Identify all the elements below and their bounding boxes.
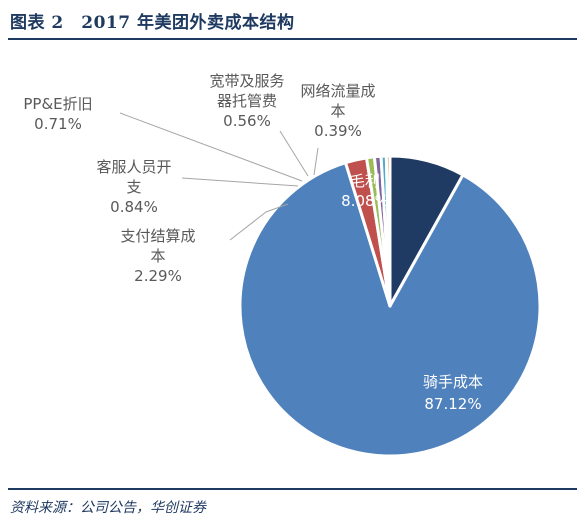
slice-name: 宽带及服务 bbox=[209, 72, 284, 90]
leader-line-ppe bbox=[119, 112, 303, 182]
slice-label-rider: 骑手成本 87.12% bbox=[423, 373, 483, 413]
slice-percent: 0.84% bbox=[110, 198, 158, 216]
source-note: 资料来源：公司公告，华创证券 bbox=[10, 500, 206, 516]
slice-name: 本 bbox=[330, 102, 345, 120]
slice-label-ppe: PP&E折旧 0.71% bbox=[23, 95, 92, 133]
slice-percent: 8.08% bbox=[341, 192, 389, 210]
leader-line-customer-service bbox=[181, 177, 299, 187]
figure-title: 图表 2 2017 年美团外卖成本结构 bbox=[10, 13, 295, 33]
slice-name: 支付结算成 bbox=[120, 227, 195, 245]
slice-name: 器托管费 bbox=[217, 92, 277, 110]
slice-percent: 0.71% bbox=[34, 115, 82, 133]
leader-line-bandwidth bbox=[279, 130, 309, 177]
slice-name: 支 bbox=[126, 178, 141, 196]
slice-name: 网络流量成 bbox=[300, 82, 375, 100]
slice-percent: 87.12% bbox=[424, 395, 481, 413]
slice-name: 客服人员开 bbox=[96, 158, 171, 176]
pie-slice-rider bbox=[238, 161, 542, 458]
slice-label-customer-service: 客服人员开支 0.84% bbox=[96, 158, 171, 216]
slice-percent: 0.39% bbox=[314, 122, 362, 140]
slice-label-bandwidth: 宽带及服务器托管费 0.56% bbox=[209, 72, 284, 130]
slice-label-settlement: 支付结算成本 2.29% bbox=[120, 227, 195, 285]
leader-lines bbox=[119, 112, 319, 241]
leader-line-settlement bbox=[229, 203, 289, 241]
slice-name: 本 bbox=[150, 247, 165, 265]
slice-name: PP&E折旧 bbox=[23, 95, 92, 113]
pie-slice-traffic bbox=[384, 154, 392, 308]
pie-slices bbox=[238, 154, 542, 458]
slice-percent: 0.56% bbox=[223, 112, 271, 130]
slice-name: 毛利 bbox=[350, 172, 380, 190]
slice-label-gross-profit: 毛利 8.08% bbox=[341, 172, 389, 210]
slice-labels: 毛利 8.08%骑手成本 87.12%支付结算成本 2.29%客服人员开支 0.84%P… bbox=[23, 72, 483, 413]
slice-name: 骑手成本 bbox=[423, 373, 483, 391]
source-divider bbox=[8, 488, 577, 490]
slice-percent: 2.29% bbox=[134, 267, 182, 285]
leader-line-traffic bbox=[313, 147, 319, 176]
title-underline bbox=[8, 38, 577, 40]
slice-label-traffic: 网络流量成本 0.39% bbox=[300, 82, 375, 140]
